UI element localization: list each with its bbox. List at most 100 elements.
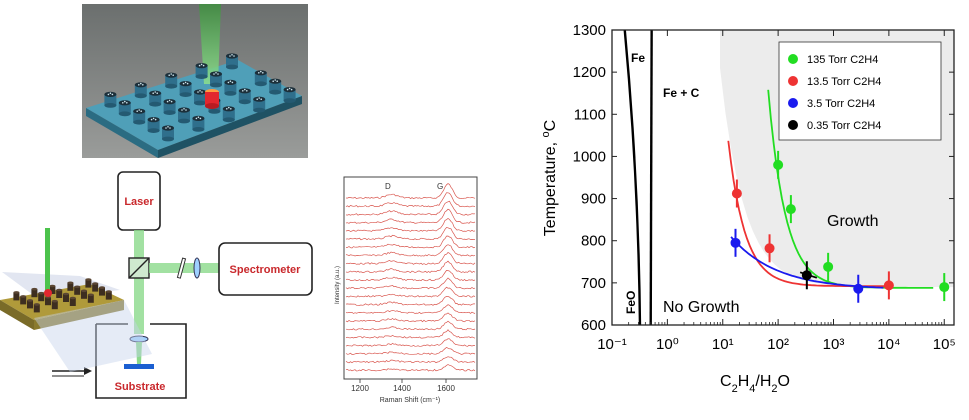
inset-pillar xyxy=(105,290,112,300)
raman-spectrum xyxy=(345,277,476,290)
inset-pillar xyxy=(85,278,92,288)
inset-pillar xyxy=(69,296,76,306)
raman-spectrum xyxy=(345,364,476,372)
data-point xyxy=(801,261,812,290)
region-fe-c: Fe + C xyxy=(663,86,700,100)
raman-spectrum xyxy=(345,286,476,298)
legend-marker xyxy=(788,120,798,130)
raman-spectrum xyxy=(345,320,476,331)
substrate-side-face xyxy=(158,96,302,158)
pillar xyxy=(133,108,146,125)
inset-pillars xyxy=(13,278,112,313)
pillar xyxy=(163,99,176,115)
fe-c-boundary xyxy=(649,29,653,326)
raman-ylabel: Intensity (a.u.) xyxy=(335,266,341,304)
pillar xyxy=(283,87,296,103)
raman-ticks: 1200 1400 1600 xyxy=(351,379,455,393)
optical-schematic: Laser Spectrometer Substrate xyxy=(0,171,313,399)
legend-label: 0.35 Torr C2H4 xyxy=(807,120,881,132)
y-tick-label: 1100 xyxy=(574,106,606,123)
pillar xyxy=(224,79,237,96)
zoom-wedge xyxy=(34,300,152,372)
legend: 135 Torr C2H4 13.5 Torr C2H4 3.5 Torr C2H4… xyxy=(778,41,942,141)
legend-box xyxy=(778,41,942,141)
raman-spectrum xyxy=(345,312,476,323)
y-tick-label: 800 xyxy=(581,233,606,250)
legend-label: 13.5 Torr C2H4 xyxy=(807,76,881,88)
x-tick-label: 10⁰ xyxy=(656,336,679,353)
legend-label: 3.5 Torr C2H4 xyxy=(807,98,875,110)
collection-lens xyxy=(193,257,201,279)
x-tick-label: 10² xyxy=(767,336,789,353)
raman-spectrum xyxy=(345,270,476,282)
data-point xyxy=(785,195,796,224)
inset-pillar xyxy=(31,287,38,298)
phase-boundaries xyxy=(623,29,653,326)
x-tick-label: 10¹ xyxy=(712,336,734,353)
region-feo: FeO xyxy=(624,291,638,314)
data-point xyxy=(730,228,741,257)
raman-spectrum xyxy=(345,252,476,265)
pillar xyxy=(194,89,206,106)
inset-pillar xyxy=(20,295,27,305)
y-tick-label: 600 xyxy=(581,317,606,334)
raman-tick-label: 1400 xyxy=(393,384,411,393)
raman-spectrum xyxy=(345,338,476,347)
legend-item: 13.5 Torr C2H4 xyxy=(788,76,881,88)
pillar xyxy=(162,125,174,142)
raman-spectrum xyxy=(345,260,476,274)
inset-pillar xyxy=(87,293,94,303)
fe-feo-boundary xyxy=(623,29,642,326)
y-tick-label: 900 xyxy=(581,191,606,208)
legend-marker xyxy=(788,98,798,108)
data-point xyxy=(939,273,950,302)
legend-marker xyxy=(788,54,798,64)
laser-label: Laser xyxy=(124,196,154,208)
inset-pillar xyxy=(49,284,56,294)
pillar xyxy=(222,106,235,123)
substrate-label: Substrate xyxy=(115,381,166,393)
raman-tick-label: 1200 xyxy=(351,384,369,393)
pillar xyxy=(253,96,266,113)
x-tick-label: 10⁴ xyxy=(877,336,900,353)
data-point xyxy=(764,234,775,263)
heated-pillar xyxy=(205,92,219,106)
inset-pillar xyxy=(38,291,45,302)
pillar xyxy=(165,72,178,89)
substrate-top-face xyxy=(86,60,302,150)
inset-pillar xyxy=(92,282,99,292)
y-tick-label: 1200 xyxy=(573,64,606,81)
pillar xyxy=(118,100,131,117)
inset-pillar xyxy=(27,299,33,309)
y-axis-ticks: 600 700 800 900 1000 1100 1200 1300 xyxy=(573,22,954,334)
x-tick-label: 10⁵ xyxy=(933,336,956,353)
pillar xyxy=(210,71,222,88)
substrate-front-face xyxy=(86,108,158,158)
y-tick-label: 700 xyxy=(581,275,606,292)
raman-spectrum xyxy=(345,235,476,249)
inset-pillar xyxy=(56,288,63,298)
y-axis-label: Temperature, oC xyxy=(540,120,559,236)
data-point xyxy=(823,252,834,281)
pillar xyxy=(226,53,238,70)
inset-pillar xyxy=(74,285,81,295)
legend-label: 135 Torr C2H4 xyxy=(807,54,878,66)
inset-laser xyxy=(45,228,50,292)
legend-item: 0.35 Torr C2H4 xyxy=(788,120,881,132)
inset-pillar xyxy=(99,286,105,296)
raman-xlabel: Raman Shift (cm⁻¹) xyxy=(380,397,440,404)
peak-d-label: D xyxy=(385,182,391,191)
pillar xyxy=(149,90,162,107)
pillar xyxy=(269,78,282,95)
x-axis-label: C2H4/H2O xyxy=(720,373,790,395)
region-fe: Fe xyxy=(631,51,645,65)
pillar xyxy=(179,81,192,97)
inset-pillar xyxy=(63,292,69,302)
raman-spectrum xyxy=(345,192,476,208)
pillar xyxy=(134,82,147,99)
pillar xyxy=(147,117,160,134)
legend-item: 135 Torr C2H4 xyxy=(788,54,878,66)
raman-spectra xyxy=(345,183,476,372)
data-point xyxy=(731,179,742,208)
x-axis-ticks: 10⁻¹ 10⁰ 10¹ 10² 10³ 10⁴ 10⁵ xyxy=(597,30,956,353)
